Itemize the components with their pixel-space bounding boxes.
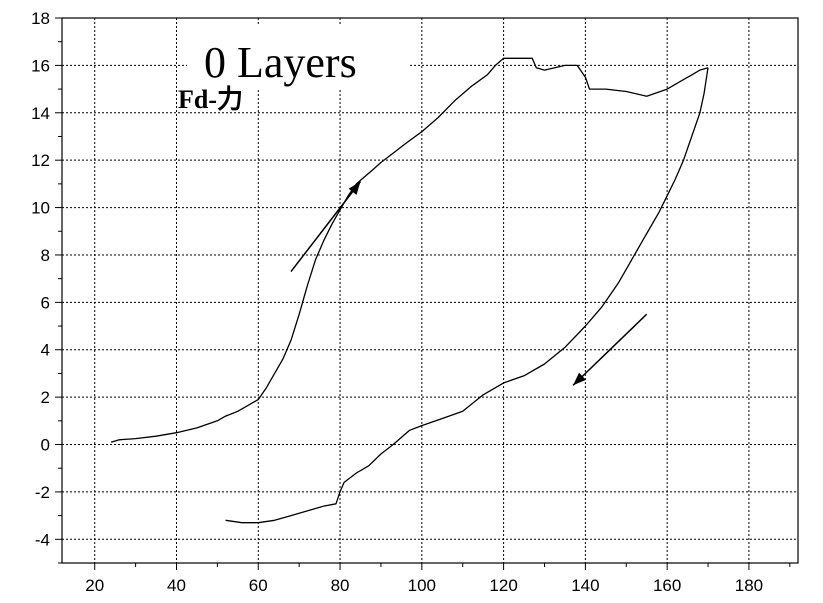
x-tick-label: 120 <box>489 576 517 595</box>
chart-title: 0 Layers <box>204 38 357 87</box>
x-tick-label: 140 <box>571 576 599 595</box>
series-line-1 <box>110 57 709 443</box>
y-tick-label: 2 <box>41 388 50 407</box>
tick-labels: 20 40 60 80 100 120 140 160 180 -4 -2 0 2 4 6 8 10 12 14 16… <box>31 9 763 595</box>
arrow-unloading-head <box>573 372 586 386</box>
y-tick-label: 14 <box>31 104 50 123</box>
axis-ticks <box>55 17 791 570</box>
arrow-loading-shaft <box>290 181 362 273</box>
arrow-loading-head <box>348 181 361 195</box>
y-tick-label: 12 <box>31 151 50 170</box>
y-tick-label: 18 <box>31 9 50 28</box>
chart-subtitle: Fd-力 <box>178 85 243 114</box>
x-tick-label: 100 <box>408 576 436 595</box>
plot-frame <box>61 17 799 564</box>
x-tick-label: 180 <box>735 576 763 595</box>
series-group <box>110 57 709 524</box>
x-tick-label: 80 <box>331 576 350 595</box>
direction-arrows <box>290 181 648 386</box>
y-tick-label: 6 <box>41 293 50 312</box>
arrow-unloading-shaft <box>572 313 648 386</box>
x-tick-label: 20 <box>85 576 104 595</box>
y-tick-label: 16 <box>31 56 50 75</box>
y-tick-label: -2 <box>35 483 50 502</box>
y-tick-label: 0 <box>41 436 50 455</box>
y-tick-label: 10 <box>31 199 50 218</box>
x-tick-label: 60 <box>249 576 268 595</box>
x-tick-label: 160 <box>653 576 681 595</box>
series-line-2 <box>225 67 709 524</box>
y-tick-label: -4 <box>35 530 50 549</box>
title-background <box>187 26 409 88</box>
y-tick-label: 4 <box>41 341 50 360</box>
grid <box>62 17 798 563</box>
x-tick-label: 40 <box>167 576 186 595</box>
y-tick-label: 8 <box>41 246 50 265</box>
